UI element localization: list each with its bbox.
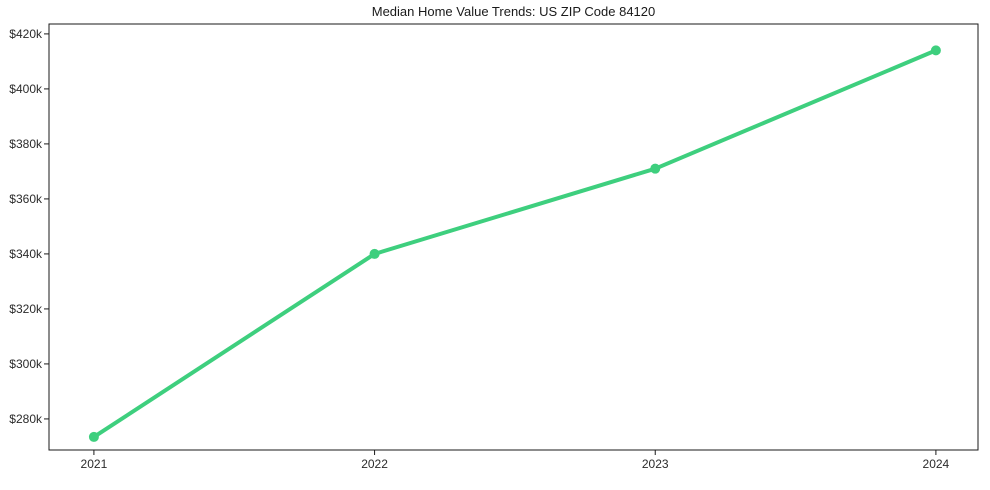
x-tick-label: 2023 <box>641 457 669 471</box>
y-tick-label: $400k <box>9 81 42 96</box>
y-tick-label: $360k <box>9 191 42 206</box>
x-tick-label: 2024 <box>922 457 950 471</box>
x-tick-label: 2022 <box>361 457 388 471</box>
y-tick-label: $320k <box>9 301 42 316</box>
y-tick-label: $420k <box>9 26 42 41</box>
data-point-marker <box>88 431 99 442</box>
y-tick-label: $300k <box>9 356 42 371</box>
data-point-marker <box>930 45 941 56</box>
data-point-marker <box>650 163 661 174</box>
data-point-marker <box>369 248 380 259</box>
series-line <box>91 48 938 439</box>
x-tick-label: 2021 <box>80 457 108 471</box>
chart-title: Median Home Value Trends: US ZIP Code 84… <box>371 4 656 19</box>
plot-box-spines <box>48 23 979 451</box>
y-tick-label: $340k <box>9 246 42 261</box>
y-tick-label: $380k <box>9 136 42 151</box>
y-tick-label: $280k <box>9 411 42 426</box>
